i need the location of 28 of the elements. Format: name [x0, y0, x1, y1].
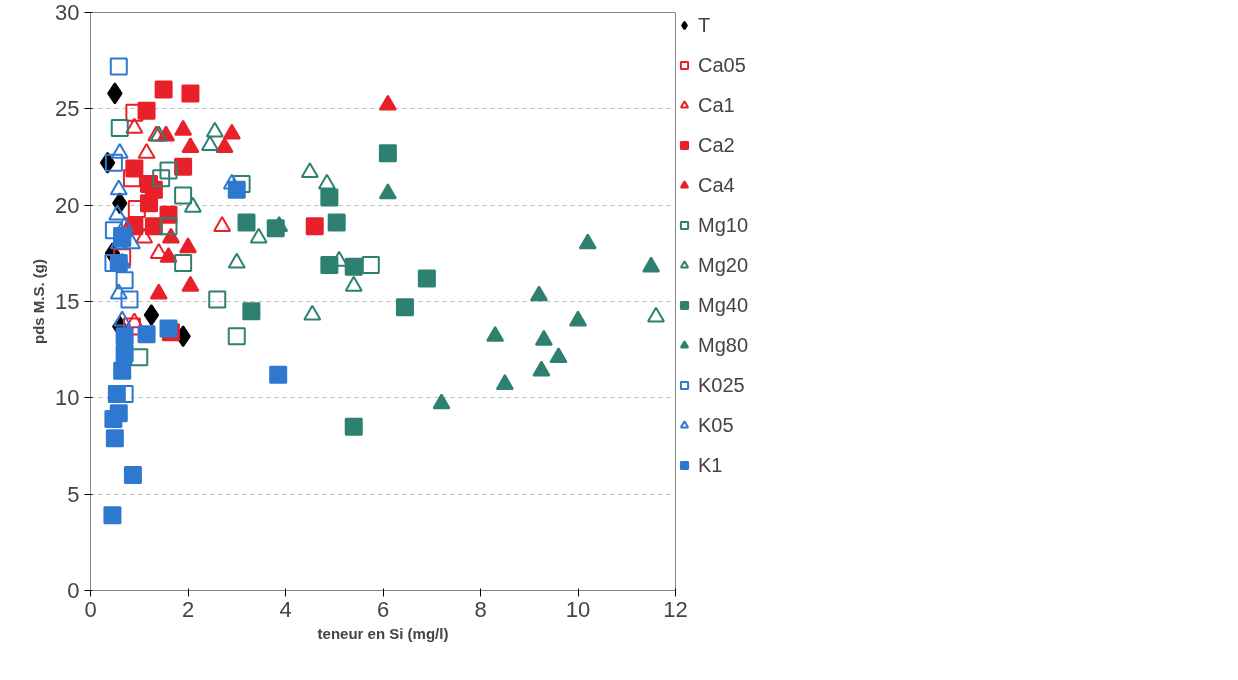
legend-label: Mg80 — [698, 332, 749, 358]
y-tick-label: 25 — [55, 96, 80, 122]
legend-label: K025 — [698, 372, 745, 398]
legend-label: T — [698, 12, 712, 38]
y-tick-label: 5 — [67, 481, 80, 507]
y-axis-title: pds M.S. (g) — [30, 259, 48, 344]
y-tick-label: 20 — [55, 192, 80, 218]
legend-label: Ca1 — [698, 92, 735, 118]
y-tick-label: 10 — [55, 385, 80, 411]
legend-label: Ca4 — [698, 172, 735, 198]
y-tick-label: 0 — [67, 578, 80, 603]
legend-label: K1 — [698, 452, 723, 478]
y-tick-label: 15 — [55, 289, 80, 314]
x-tick-label: 10 — [565, 596, 591, 622]
x-tick-label: 6 — [376, 596, 390, 622]
legend-label: Mg40 — [698, 292, 749, 318]
legend-label: Mg10 — [698, 212, 749, 238]
x-tick-label: 8 — [474, 596, 487, 622]
x-tick-label: 2 — [181, 596, 195, 622]
legend-label: K05 — [698, 412, 734, 438]
x-tick-label: 12 — [663, 596, 688, 622]
y-tick-label: 30 — [55, 0, 80, 25]
x-tick-label: 4 — [279, 596, 292, 622]
legend-label: Ca2 — [698, 132, 735, 158]
legend-label: Ca05 — [698, 52, 746, 78]
legend-label: Mg20 — [698, 252, 749, 278]
x-axis-title: teneur en Si (mg/l) — [317, 624, 449, 642]
x-tick-label: 0 — [84, 596, 97, 622]
